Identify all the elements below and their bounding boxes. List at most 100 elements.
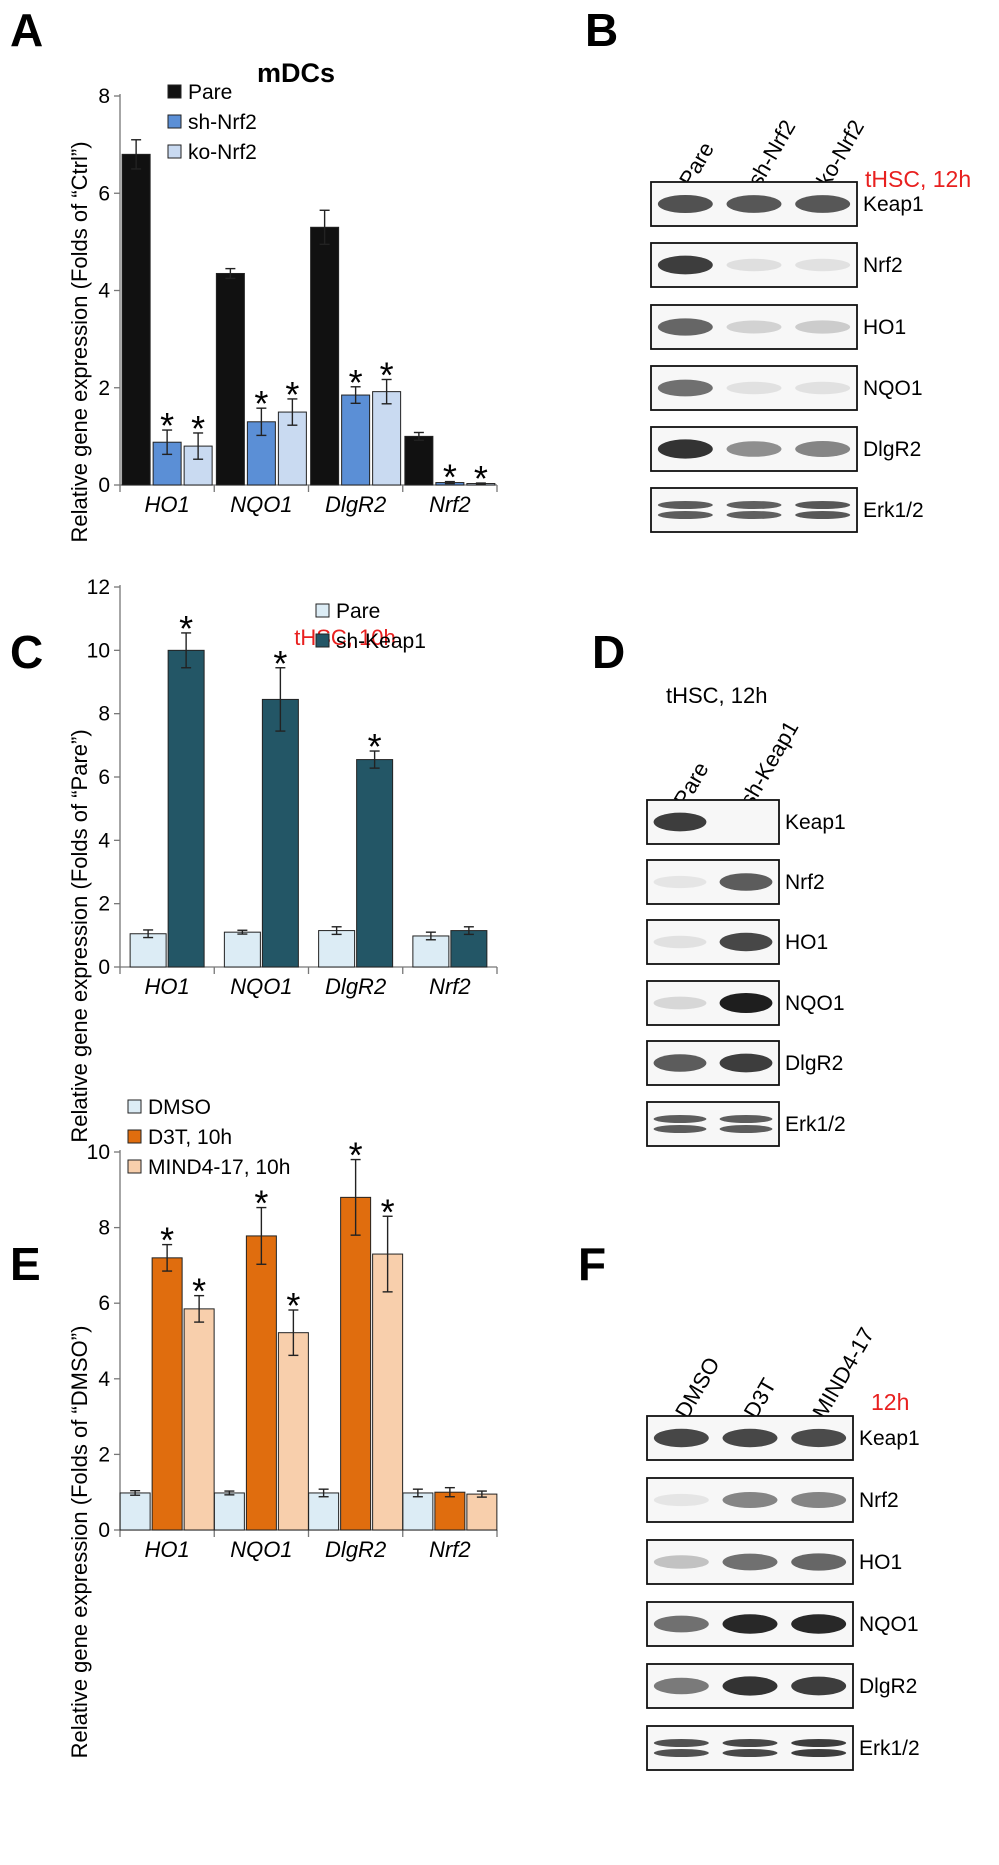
chart-c-bar xyxy=(450,930,488,968)
blot-f-band xyxy=(722,1492,778,1508)
chart-e-y-tick-label: 10 xyxy=(87,1141,110,1164)
blot-f-band xyxy=(653,1428,709,1448)
chart-e-bar xyxy=(119,1492,151,1531)
blot-f-band xyxy=(653,1615,709,1633)
panel-label-d: D xyxy=(592,626,625,678)
blot-b-lane-label: ko-Nrf2 xyxy=(811,116,869,191)
blot-b-row-label: HO1 xyxy=(863,316,906,339)
chart-e-category-label: Nrf2 xyxy=(429,1537,471,1562)
blot-b-band xyxy=(795,511,851,519)
chart-c-category-label: NQO1 xyxy=(230,974,292,999)
blot-d-band xyxy=(653,935,707,949)
chart-c-legend-label: sh-Keap1 xyxy=(336,630,426,653)
chart-e-ylabel: Relative gene expression (Folds of “DMSO… xyxy=(67,1326,92,1759)
chart-e-bar xyxy=(340,1196,372,1531)
chart-a-bar xyxy=(121,153,151,486)
chart-c-bar xyxy=(129,933,167,968)
chart-e-y-tick-label: 6 xyxy=(98,1292,110,1315)
chart-a-legend-swatch xyxy=(167,114,182,129)
chart-e-bar xyxy=(183,1308,215,1531)
blot-b-row-label: Erk1/2 xyxy=(863,499,924,522)
chart-e-significance-star: * xyxy=(254,1183,268,1224)
chart-a-y-tick-label: 4 xyxy=(98,280,110,303)
blot-f-band xyxy=(722,1428,778,1448)
blot-b-band xyxy=(726,511,782,519)
chart-a-category-label: NQO1 xyxy=(230,492,292,517)
chart-c-bar xyxy=(318,930,356,968)
blot-f-row-label: HO1 xyxy=(859,1551,902,1574)
chart-e-y-tick-label: 0 xyxy=(98,1519,110,1542)
blot-b-lane-label: sh-Nrf2 xyxy=(743,116,801,191)
blot-f-lane-label: DMSO xyxy=(670,1353,725,1423)
chart-a-legend-label: ko-Nrf2 xyxy=(188,141,257,164)
chart-c-bar xyxy=(412,935,450,968)
chart-e: 0 2 4 6 8 10 HO1 NQO1 DlgR2 Nrf2 * * * * * * DMSO D3T, 10… xyxy=(87,1096,498,1562)
panel-label-c: C xyxy=(10,626,43,678)
chart-a-bar xyxy=(341,394,371,486)
chart-e-significance-star: * xyxy=(160,1220,174,1261)
chart-c-legend-swatch xyxy=(315,633,330,648)
blot-b-row-label: NQO1 xyxy=(863,377,923,400)
blot-d-row-label: DlgR2 xyxy=(785,1052,843,1075)
chart-e-legend-label: D3T, 10h xyxy=(148,1126,232,1149)
chart-c-legend-swatch xyxy=(315,603,330,618)
blot-d-band xyxy=(719,1053,773,1073)
chart-a-category-label: HO1 xyxy=(145,492,190,517)
blot-f-band xyxy=(722,1553,778,1571)
blot-b-band xyxy=(795,381,851,395)
chart-a-significance-star: * xyxy=(380,354,394,395)
chart-c-bar xyxy=(261,698,299,968)
blot-d-lane-label: sh-Keap1 xyxy=(735,716,804,810)
blot-d-band xyxy=(719,1125,773,1133)
chart-c-legend-label: Pare xyxy=(336,600,380,623)
chart-e-legend-swatch xyxy=(127,1099,142,1114)
blot-f-membrane xyxy=(646,1725,854,1771)
blot-d-row-label: Erk1/2 xyxy=(785,1113,846,1136)
chart-e-category-label: DlgR2 xyxy=(325,1537,386,1562)
chart-c-bar xyxy=(223,931,261,968)
blot-d-row-label: Nrf2 xyxy=(785,871,825,894)
chart-e-bar xyxy=(434,1491,466,1531)
blot-d-band xyxy=(653,996,707,1010)
blot-f-lane-label: MIND4-17 xyxy=(807,1323,879,1422)
blot-b-membrane xyxy=(650,487,858,533)
chart-a-significance-star: * xyxy=(160,405,174,446)
chart-a-y-tick-label: 6 xyxy=(98,182,110,205)
chart-e-legend-swatch xyxy=(127,1129,142,1144)
blot-b-band xyxy=(657,255,713,275)
chart-a-title: mDCs xyxy=(257,58,335,88)
blot-f-band xyxy=(791,1614,847,1634)
blot-b-band xyxy=(726,320,782,334)
blot-b-band xyxy=(657,439,713,459)
blot-b-band xyxy=(795,195,851,213)
chart-c-y-tick-label: 2 xyxy=(98,893,110,916)
blot-d-band xyxy=(719,873,773,891)
chart-e-significance-star: * xyxy=(286,1285,300,1326)
chart-e-legend-swatch xyxy=(127,1159,142,1174)
blot-f-band xyxy=(791,1739,847,1747)
chart-c-category-label: DlgR2 xyxy=(325,974,386,999)
chart-a-significance-star: * xyxy=(474,458,488,499)
chart-c-significance-star: * xyxy=(368,726,382,767)
chart-e-category-label: NQO1 xyxy=(230,1537,292,1562)
panel-label-a: A xyxy=(10,4,43,56)
blot-f-row-label: DlgR2 xyxy=(859,1675,917,1698)
chart-a-y-tick-label: 2 xyxy=(98,377,110,400)
blot-b-band xyxy=(726,381,782,395)
blot-d-band xyxy=(653,875,707,889)
blot-f-band xyxy=(722,1614,778,1634)
blot-d-band xyxy=(719,1115,773,1123)
chart-a-significance-star: * xyxy=(443,457,457,498)
chart-c-significance-star: * xyxy=(179,608,193,649)
blot-b-band xyxy=(726,258,782,272)
chart-a-significance-star: * xyxy=(349,362,363,403)
blot-d-band xyxy=(653,1054,707,1072)
blot-d-band xyxy=(653,1115,707,1123)
chart-c-bar xyxy=(356,759,394,968)
chart-e-bar xyxy=(151,1257,183,1531)
chart-c-category-label: Nrf2 xyxy=(429,974,471,999)
blot-f-band xyxy=(791,1676,847,1696)
chart-e-y-tick-label: 4 xyxy=(98,1368,110,1391)
chart-c-y-tick-label: 4 xyxy=(98,829,110,852)
